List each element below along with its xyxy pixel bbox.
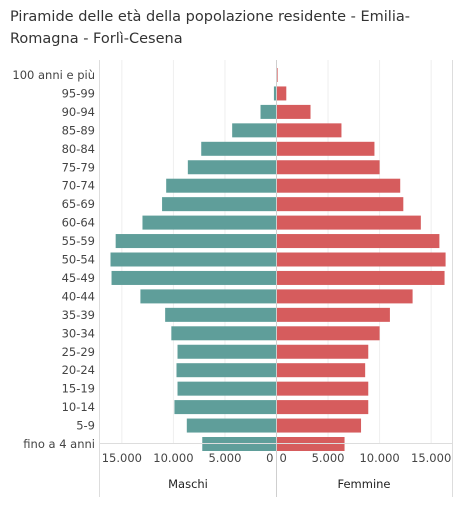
category-label: 85-89: [62, 123, 95, 137]
femmine-axis-title: Femmine: [337, 477, 390, 491]
category-label: 15-19: [62, 382, 95, 396]
category-label: 60-64: [62, 216, 95, 230]
category-label: 50-54: [62, 253, 95, 267]
bar-maschi: [110, 252, 277, 267]
bar-femmine: [276, 252, 446, 267]
bar-maschi: [176, 363, 277, 378]
bar-maschi: [165, 307, 277, 322]
category-label: 30-34: [62, 326, 95, 340]
category-label: 75-79: [62, 160, 95, 174]
bar-femmine: [276, 86, 287, 101]
bar-femmine: [276, 381, 369, 396]
bar-maschi: [201, 141, 277, 156]
bar-maschi: [166, 178, 277, 193]
bar-maschi: [273, 86, 277, 101]
bar-femmine: [276, 197, 404, 212]
x-tick-label: 10.000: [359, 451, 399, 465]
category-label: 40-44: [62, 289, 95, 303]
bar-femmine: [276, 270, 445, 285]
bar-femmine: [276, 344, 369, 359]
bar-femmine: [276, 400, 369, 415]
x-tick-label: 15.000: [411, 451, 451, 465]
maschi-axis-title: Maschi: [168, 477, 208, 491]
bar-femmine: [276, 234, 440, 249]
bar-femmine: [276, 215, 421, 230]
bar-femmine: [276, 141, 375, 156]
bar-femmine: [276, 289, 413, 304]
bar-maschi: [140, 289, 277, 304]
bar-femmine: [276, 178, 401, 193]
category-labels: 100 anni e più 95-99 90-94 85-89 80-84 75-79 7…: [12, 68, 95, 451]
x-tick-label: 5.000: [208, 451, 241, 465]
bar-maschi: [162, 197, 277, 212]
bar-maschi: [115, 234, 277, 249]
bar-femmine: [276, 307, 390, 322]
chart-title: Piramide delle età della popolazione res…: [10, 9, 410, 47]
category-label: 10-14: [62, 400, 95, 414]
bar-maschi: [177, 381, 277, 396]
category-label: 95-99: [62, 86, 95, 100]
x-tick-label: 0: [266, 451, 273, 465]
x-tick-label: 5.000: [312, 451, 345, 465]
bar-femmine: [276, 123, 342, 138]
category-label: 65-69: [62, 197, 95, 211]
category-label: 5-9: [76, 419, 95, 433]
category-label: 70-74: [62, 179, 95, 193]
bar-maschi: [142, 215, 277, 230]
bar-maschi: [111, 270, 277, 285]
bar-maschi: [174, 400, 277, 415]
bar-femmine: [276, 418, 362, 433]
bar-maschi: [232, 123, 277, 138]
x-tick-label: 15.000: [102, 451, 142, 465]
bar-maschi: [186, 418, 277, 433]
bars: [110, 68, 446, 451]
category-label: 20-24: [62, 363, 95, 377]
category-label: 80-84: [62, 142, 95, 156]
bar-femmine: [276, 326, 380, 341]
x-tick-label: 0: [280, 451, 287, 465]
x-tick-labels: 15.000 10.000 5.000 0 0 5.000 10.000 15.000: [102, 451, 452, 465]
category-label: 35-39: [62, 308, 95, 322]
x-tick-label: 10.000: [153, 451, 193, 465]
category-label: 100 anni e più: [12, 68, 95, 82]
category-label: 90-94: [62, 105, 95, 119]
bar-femmine: [276, 363, 366, 378]
category-label: 25-29: [62, 345, 95, 359]
bar-femmine: [276, 104, 311, 119]
category-label: 55-59: [62, 234, 95, 248]
bar-femmine: [276, 160, 380, 175]
bar-maschi: [171, 326, 277, 341]
category-label: 45-49: [62, 271, 95, 285]
bar-maschi: [260, 104, 277, 119]
bar-maschi: [187, 160, 277, 175]
bar-maschi: [177, 344, 277, 359]
category-label: fino a 4 anni: [23, 437, 95, 451]
bar-femmine: [276, 68, 278, 82]
